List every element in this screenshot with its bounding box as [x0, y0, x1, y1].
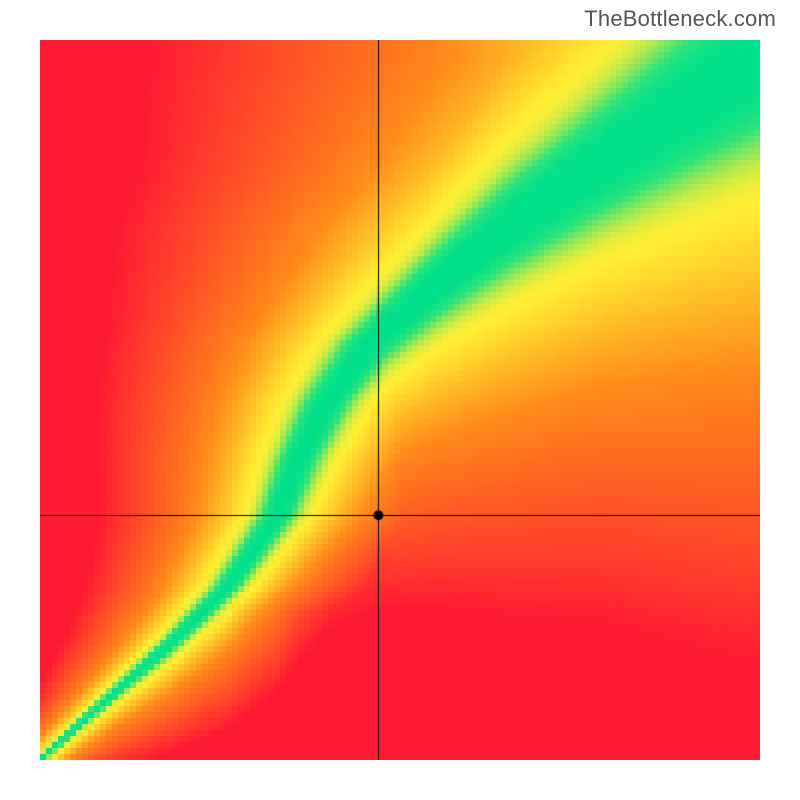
- watermark-text: TheBottleneck.com: [584, 6, 776, 32]
- crosshair-overlay: [40, 40, 760, 760]
- chart-container: TheBottleneck.com: [0, 0, 800, 800]
